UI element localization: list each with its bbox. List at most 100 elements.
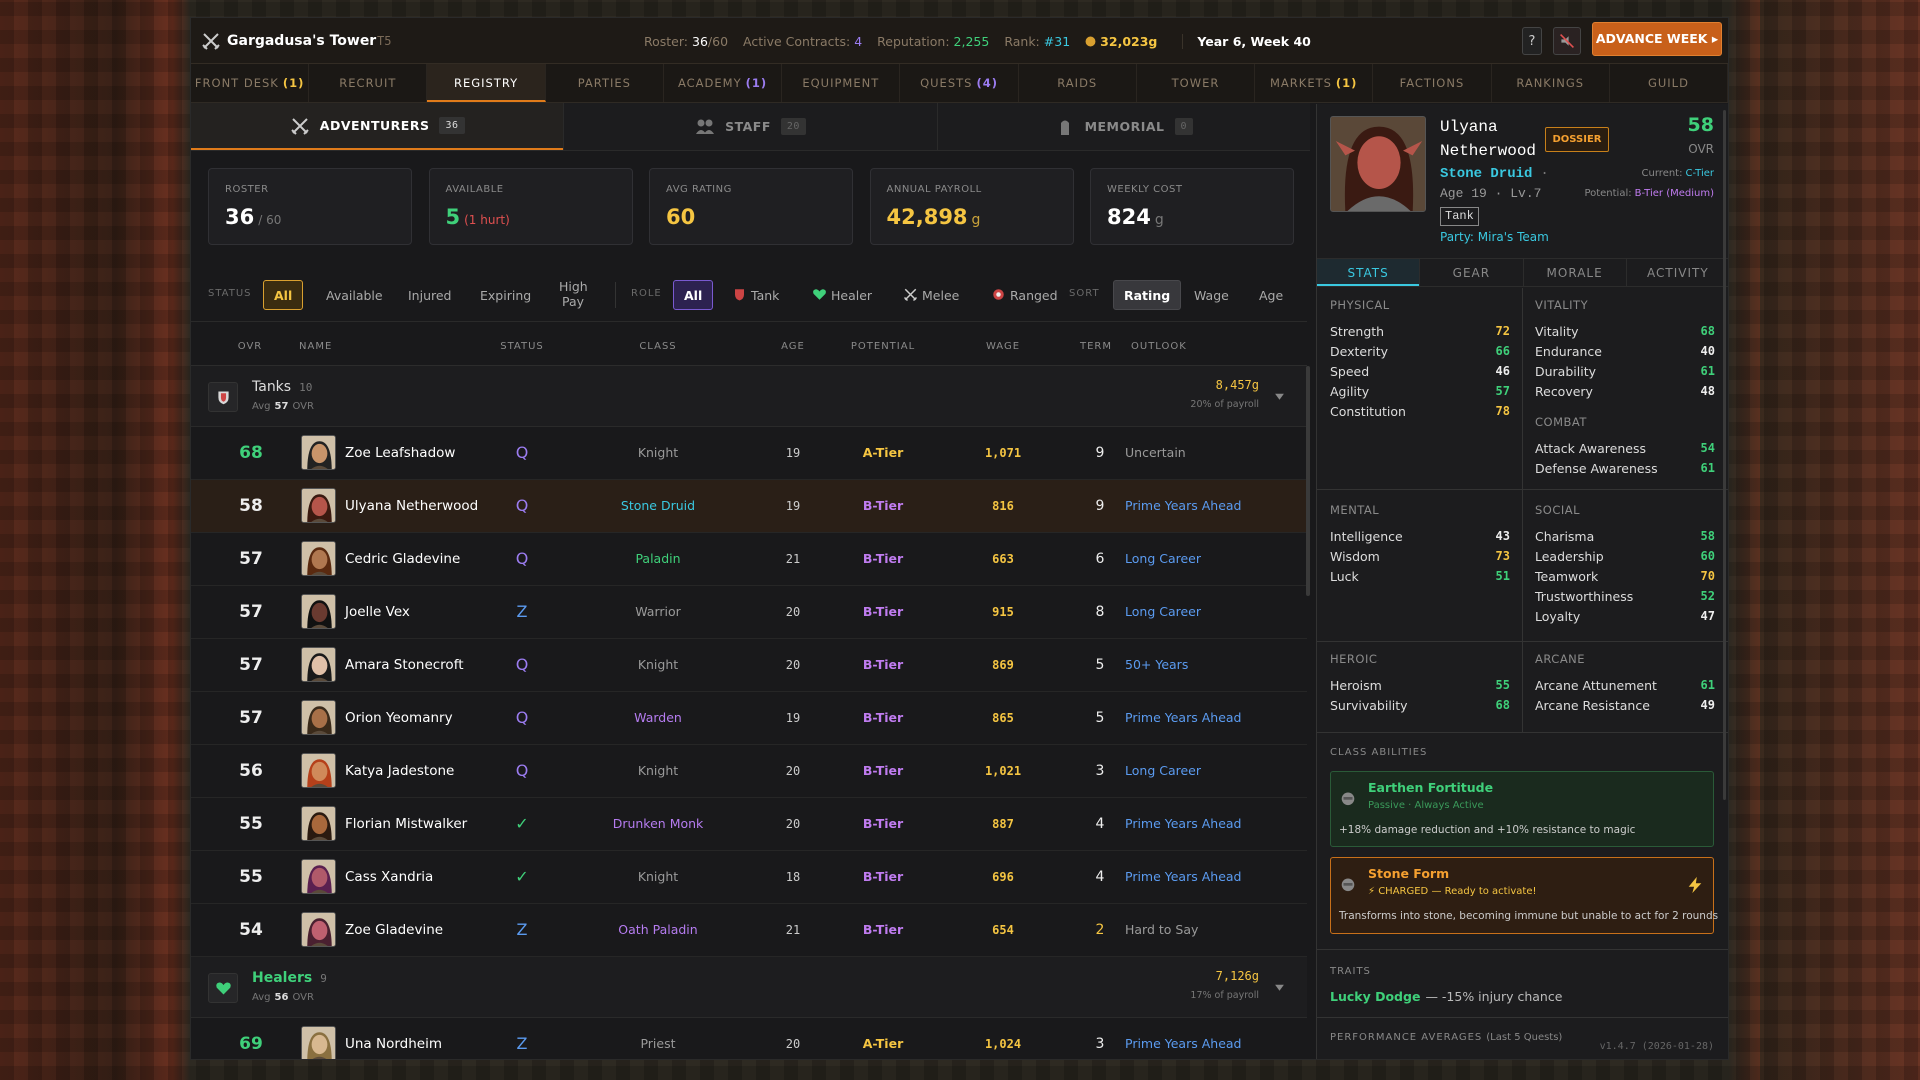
stat-value: 52 — [1700, 589, 1715, 603]
filter-button[interactable]: Available — [326, 288, 383, 303]
nav-tab[interactable]: EQUIPMENT — [782, 64, 901, 102]
detail-tabs: STATS GEAR MORALE ACTIVITY — [1317, 258, 1728, 287]
subtab-label: MEMORIAL — [1084, 119, 1165, 134]
subtab[interactable]: ADVENTURERS 36 — [191, 103, 564, 150]
nav-tab[interactable]: REGISTRY — [427, 64, 546, 102]
detail-tab[interactable]: STATS — [1317, 259, 1420, 286]
stat-value: 40 — [1700, 344, 1715, 358]
roster-label: Roster: — [644, 33, 689, 49]
filter-button[interactable]: Melee — [922, 288, 960, 303]
stat-value: 51 — [1495, 569, 1510, 583]
status: Z — [516, 920, 528, 939]
detail-tab[interactable]: GEAR — [1419, 259, 1522, 286]
nav-tab[interactable]: GUILD — [1610, 64, 1729, 102]
current-label: Current: — [1641, 168, 1683, 179]
detail-tab[interactable]: MORALE — [1522, 259, 1626, 286]
stat-name: Intelligence — [1330, 529, 1403, 544]
avatar — [301, 647, 336, 682]
nav-label: RECRUIT — [339, 76, 397, 90]
roster-row[interactable]: 58 Ulyana Netherwood Q Stone Druid 19 B-Tier 8… — [191, 480, 1307, 533]
roster-row[interactable]: 57 Orion Yeomanry Q Warden 19 B-Tier 865 5 Prime… — [191, 692, 1307, 745]
roster-row[interactable]: 57 Joelle Vex Z Warrior 20 B-Tier 915 8 Long Car… — [191, 586, 1307, 639]
roster-row[interactable]: 54 Zoe Gladevine Z Oath Paladin 21 B-Tier 654 2… — [191, 904, 1307, 957]
nav-tab[interactable]: MARKETS (1) — [1255, 64, 1374, 102]
term: 6 — [1095, 551, 1105, 567]
detail-last-name: Netherwood — [1440, 142, 1537, 160]
advance-week-button[interactable]: ADVANCE WEEK ▸ — [1592, 22, 1722, 56]
nav-tab[interactable]: FACTIONS — [1373, 64, 1492, 102]
filter-button[interactable]: Expiring — [480, 288, 532, 303]
filter-button[interactable]: Tank — [751, 288, 780, 303]
help-button[interactable]: ? — [1522, 27, 1542, 55]
filter-button[interactable]: Healer — [831, 288, 873, 303]
filter-button[interactable]: Age — [1259, 288, 1284, 303]
subtab[interactable]: MEMORIAL 0 — [936, 103, 1310, 150]
filter-button[interactable]: Rating — [1113, 280, 1182, 310]
roster-row[interactable]: 57 Cedric Gladevine Q Paladin 21 B-Tier 663 6 Lo… — [191, 533, 1307, 586]
date: Year 6, Week 40 — [1182, 33, 1311, 49]
potential: B-Tier — [862, 763, 904, 778]
header-rule — [191, 365, 1307, 366]
detail-tab[interactable]: ACTIVITY — [1625, 259, 1728, 286]
class: Knight — [637, 763, 679, 778]
stat-label: ANNUAL PAYROLL — [886, 184, 982, 195]
detail-scrollbar — [1723, 110, 1726, 800]
divider-h — [1317, 732, 1728, 733]
filter-button[interactable]: Ranged — [1010, 288, 1058, 303]
stat-name: Loyalty — [1535, 609, 1581, 624]
nav-tab[interactable]: RECRUIT — [309, 64, 428, 102]
roster-row[interactable]: 55 Cass Xandria ✓ Knight 18 B-Tier 696 4 Prime Y… — [191, 851, 1307, 904]
ovr: 55 — [239, 867, 263, 887]
filter-button[interactable]: Injured — [408, 288, 452, 303]
perf-note: (Last 5 Quests) — [1486, 1032, 1563, 1043]
reputation-value: 2,255 — [953, 33, 990, 49]
adventurer-name: Orion Yeomanry — [345, 710, 453, 726]
detail-party: Party: Mira's Team — [1440, 230, 1549, 244]
nav-tab[interactable]: QUESTS (4) — [900, 64, 1019, 102]
detail-first-name: Ulyana — [1440, 118, 1498, 136]
adventurer-name: Cedric Gladevine — [345, 551, 461, 567]
roster-row[interactable]: 57 Amara Stonecroft Q Knight 20 B-Tier 869 5 50+… — [191, 639, 1307, 692]
filter-button[interactable]: Wage — [1194, 288, 1229, 303]
roster-row[interactable]: 69 Una Nordheim Z Priest 20 A-Tier 1,024 3 Prime… — [191, 1018, 1307, 1059]
class: Knight — [637, 445, 679, 460]
contracts-value: 4 — [854, 33, 863, 49]
filter-bar: STATUS All Available Injured Expiring High Pa… — [191, 268, 1307, 322]
filter-button[interactable]: All — [673, 280, 714, 310]
outlook: Prime Years Ahead — [1125, 1036, 1242, 1051]
age: 20 — [785, 1037, 801, 1051]
nav-tab[interactable]: ACADEMY (1) — [664, 64, 783, 102]
nav-tab[interactable]: RANKINGS — [1492, 64, 1610, 102]
roster-row[interactable]: 56 Katya Jadestone Q Knight 20 B-Tier 1,021 3 Lo… — [191, 745, 1307, 798]
avatar — [301, 753, 336, 788]
nav-tab[interactable]: RAIDS — [1019, 64, 1137, 102]
portrait — [1330, 116, 1426, 212]
subtab[interactable]: STAFF 20 — [563, 103, 937, 150]
mute-button[interactable] — [1553, 27, 1581, 55]
dossier-button[interactable]: DOSSIER — [1545, 127, 1609, 152]
outlook: Long Career — [1125, 551, 1201, 566]
section-title: HEROIC — [1330, 652, 1378, 666]
class: Warden — [634, 710, 682, 725]
nav-tab[interactable]: PARTIES — [546, 64, 664, 102]
group-header[interactable]: Healers 9 Avg 56 OVR 7,126g 17% of payroll — [191, 957, 1307, 1018]
avatar — [301, 1026, 336, 1059]
roster-row[interactable]: 68 Zoe Leafshadow Q Knight 19 A-Tier 1,071 9 Unc… — [191, 427, 1307, 480]
stat-name: Trustworthiness — [1535, 589, 1634, 604]
reputation-label: Reputation: — [877, 33, 950, 49]
stat-label: AVAILABLE — [445, 184, 504, 195]
stat-value: 68 — [1700, 324, 1715, 338]
nav-tab[interactable]: TOWER — [1137, 64, 1256, 102]
avatar — [301, 541, 336, 576]
stat-card: WEEKLY COST 824 g — [1090, 168, 1294, 245]
filter-button[interactable]: High Pay — [559, 279, 588, 309]
roster-row[interactable]: 55 Florian Mistwalker ✓ Drunken Monk 20 B-Tie… — [191, 798, 1307, 851]
nav-label: FACTIONS — [1399, 76, 1465, 90]
group-header[interactable]: Tanks 10 Avg 57 OVR 8,457g 20% of payroll — [191, 366, 1307, 427]
collapse-chevron — [1275, 984, 1284, 991]
filter-button[interactable]: All — [263, 280, 304, 310]
class: Knight — [637, 869, 679, 884]
nav-tab[interactable]: FRONT DESK (1) — [191, 64, 310, 102]
